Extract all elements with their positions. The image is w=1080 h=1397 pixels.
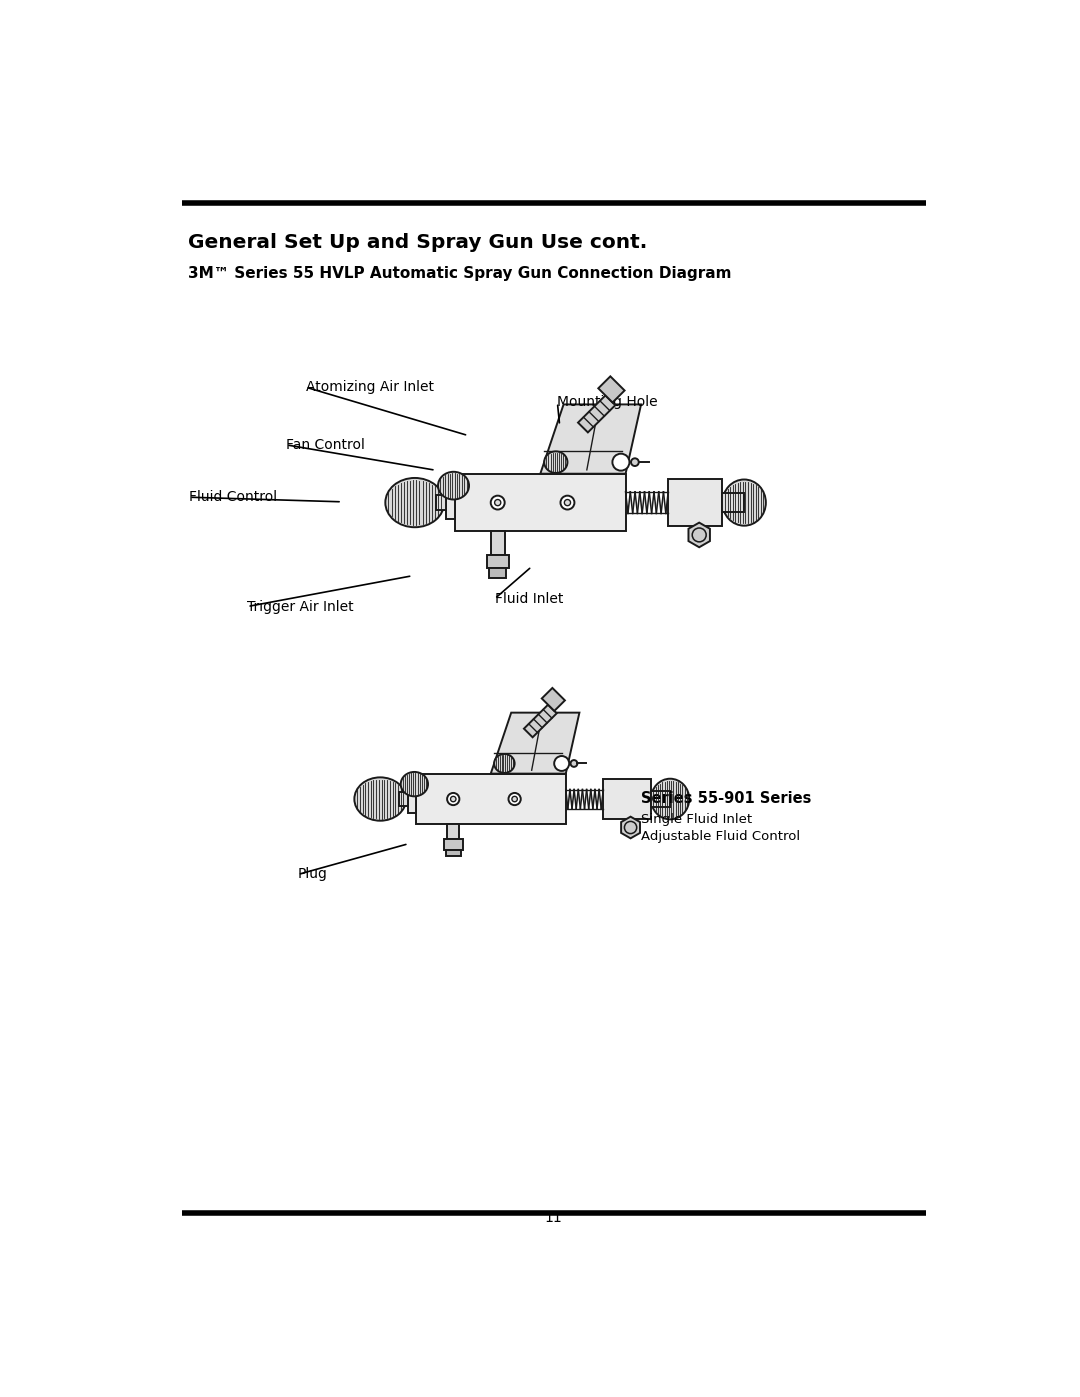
Bar	[400, 792, 407, 806]
Bar	[489, 569, 507, 578]
Circle shape	[554, 756, 569, 771]
Ellipse shape	[354, 777, 406, 820]
Ellipse shape	[386, 478, 444, 527]
Bar	[604, 778, 651, 820]
Circle shape	[561, 496, 575, 510]
Circle shape	[624, 821, 637, 834]
Ellipse shape	[495, 754, 515, 773]
Polygon shape	[490, 712, 579, 774]
Polygon shape	[578, 395, 616, 433]
Bar	[651, 791, 670, 807]
Circle shape	[631, 458, 638, 467]
Bar	[446, 849, 461, 856]
Bar	[669, 479, 723, 525]
Text: Trigger Air Inlet: Trigger Air Inlet	[247, 599, 354, 613]
Text: Plug: Plug	[298, 868, 327, 882]
Circle shape	[612, 454, 630, 471]
Bar	[436, 495, 446, 510]
Ellipse shape	[651, 778, 689, 820]
Text: Fan Control: Fan Control	[286, 437, 365, 451]
Bar	[407, 785, 416, 813]
Bar	[447, 824, 459, 840]
Bar	[490, 531, 504, 555]
Circle shape	[495, 500, 501, 506]
Circle shape	[447, 793, 459, 805]
Text: Adjustable Fluid Control: Adjustable Fluid Control	[642, 830, 800, 842]
Text: 11: 11	[544, 1211, 563, 1225]
Circle shape	[450, 796, 456, 802]
Text: General Set Up and Spray Gun Use cont.: General Set Up and Spray Gun Use cont.	[188, 233, 647, 251]
Polygon shape	[598, 376, 624, 402]
Circle shape	[512, 796, 517, 802]
Text: Mounting Hole: Mounting Hole	[557, 395, 658, 409]
Bar	[446, 486, 455, 518]
Ellipse shape	[544, 451, 567, 474]
Bar	[416, 774, 566, 824]
Bar	[487, 555, 509, 569]
Circle shape	[692, 528, 706, 542]
Polygon shape	[540, 404, 642, 474]
Bar	[455, 474, 625, 531]
Circle shape	[490, 496, 504, 510]
Ellipse shape	[438, 472, 469, 500]
Ellipse shape	[723, 479, 766, 525]
Text: Fluid Inlet: Fluid Inlet	[495, 592, 563, 606]
Circle shape	[509, 793, 521, 805]
Text: Series 55-901 Series: Series 55-901 Series	[642, 791, 811, 806]
Ellipse shape	[401, 773, 428, 796]
Polygon shape	[688, 522, 710, 548]
Bar	[444, 840, 463, 849]
Circle shape	[570, 760, 578, 767]
Circle shape	[565, 500, 570, 506]
Polygon shape	[524, 704, 556, 738]
Text: Atomizing Air Inlet: Atomizing Air Inlet	[306, 380, 433, 394]
Polygon shape	[542, 687, 565, 711]
Text: 3M™ Series 55 HVLP Automatic Spray Gun Connection Diagram: 3M™ Series 55 HVLP Automatic Spray Gun C…	[188, 267, 731, 281]
Text: Fluid Control: Fluid Control	[189, 490, 278, 504]
Text: Single Fluid Inlet: Single Fluid Inlet	[642, 813, 752, 826]
Polygon shape	[621, 817, 640, 838]
Bar	[723, 493, 744, 511]
